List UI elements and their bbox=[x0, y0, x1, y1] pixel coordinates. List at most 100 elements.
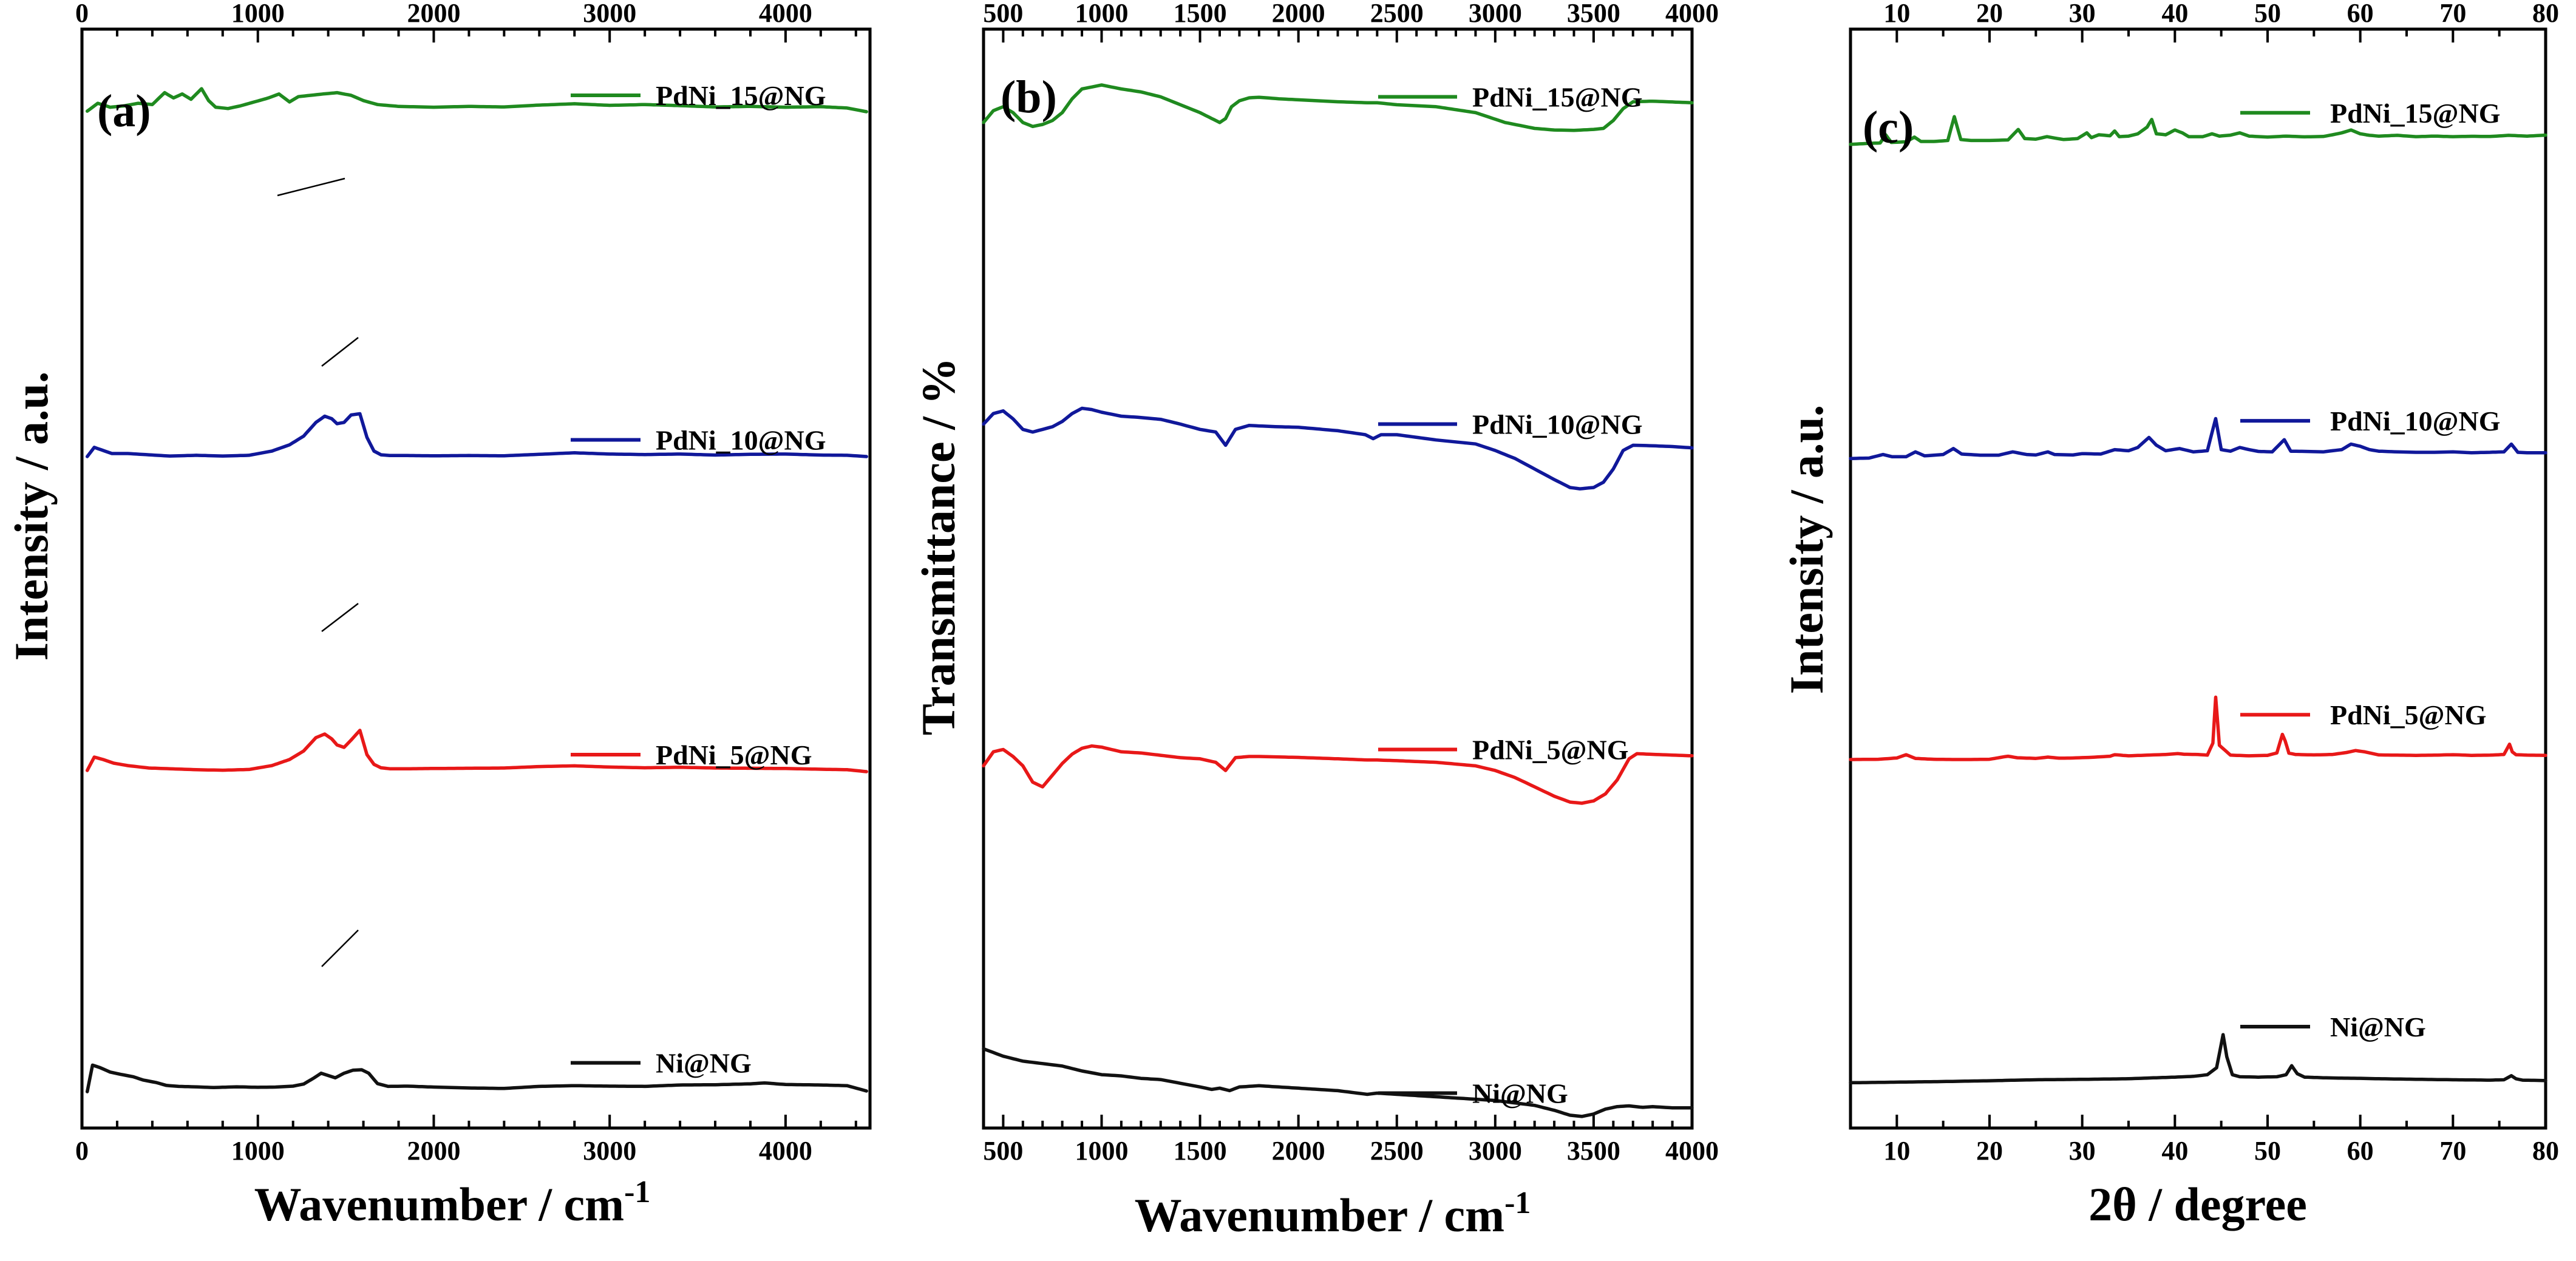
panel-a-peak-mark-5 bbox=[321, 603, 359, 632]
panel-b-bottom-tick-label-500: 500 bbox=[983, 1136, 1023, 1166]
panel-c-bottom-tick-label-30: 30 bbox=[2069, 1136, 2096, 1166]
panel-a-x-axis-title: Wavenumber / cm-1 bbox=[254, 1175, 651, 1231]
panel-c-bottom-tick-label-50: 50 bbox=[2254, 1136, 2281, 1166]
panel-b-legend-label-pdni-5-ng: PdNi_5@NG bbox=[1472, 734, 1628, 765]
panel-c-bottom-axis: 10 20 30 40 50 60 70 80 bbox=[1849, 1115, 2559, 1166]
panel-a-x-axis-title-main: Wavenumber / cm bbox=[254, 1178, 625, 1231]
panel-b-top-tick-label-1000: 1000 bbox=[1075, 0, 1129, 28]
panel-b-top-tick-label-3500: 3500 bbox=[1567, 0, 1620, 28]
panel-a-legend-label-pdni-10-ng: PdNi_10@NG bbox=[656, 425, 826, 456]
panel-b-legend: PdNi_15@NG PdNi_10@NG PdNi_5@NG Ni@NG bbox=[1378, 82, 1642, 1109]
panel-c: 10 20 30 40 50 60 70 80 10 20 30 40 50 60 70 80 PdNi_1… bbox=[1780, 0, 2559, 1231]
panel-c-series-pdni-15-ng bbox=[1849, 115, 2547, 146]
panel-c-top-tick-label-60: 60 bbox=[2347, 0, 2374, 28]
panel-a-frame bbox=[80, 27, 872, 1130]
panel-b-bottom-tick-label-2000: 2000 bbox=[1272, 1136, 1325, 1166]
panel-c-bottom-tick-label-40: 40 bbox=[2161, 1136, 2188, 1166]
panel-b-top-tick-label-500: 500 bbox=[983, 0, 1023, 28]
panel-a-legend-label-pdni-5-ng: PdNi_5@NG bbox=[656, 739, 812, 770]
panel-b-bottom-tick-label-1000: 1000 bbox=[1075, 1136, 1129, 1166]
panel-c-x-axis-title: 2θ / degree bbox=[2088, 1178, 2307, 1231]
panel-b-top-tick-label-2500: 2500 bbox=[1370, 0, 1424, 28]
panel-b: 500 1000 1500 2000 2500 3000 3500 4000 500 1000 1… bbox=[912, 0, 1719, 1242]
panel-a-bottom-axis: 0 1000 2000 3000 4000 bbox=[75, 1115, 857, 1166]
panel-a-label: (a) bbox=[97, 86, 151, 137]
panel-a-series-pdni-5-ng bbox=[85, 729, 868, 773]
panel-b-top-tick-label-2000: 2000 bbox=[1272, 0, 1325, 28]
panel-a-legend-label-pdni-15-ng: PdNi_15@NG bbox=[656, 80, 826, 111]
panel-a-bottom-tick-label-2000: 2000 bbox=[407, 1136, 460, 1166]
panel-a-bottom-tick-label-3000: 3000 bbox=[583, 1136, 636, 1166]
panel-b-legend-label-ni-ng: Ni@NG bbox=[1472, 1078, 1568, 1109]
panel-b-bottom-tick-label-1500: 1500 bbox=[1174, 1136, 1227, 1166]
panel-c-series-ni-ng bbox=[1849, 1033, 2547, 1085]
panel-c-label: (c) bbox=[1863, 102, 1914, 153]
panel-b-bottom-tick-label-3000: 3000 bbox=[1469, 1136, 1522, 1166]
panel-b-bottom-tick-label-4000: 4000 bbox=[1665, 1136, 1719, 1166]
panel-a-peak-mark-10 bbox=[321, 337, 359, 367]
panel-b-top-axis: 500 1000 1500 2000 2500 3000 3500 4000 bbox=[982, 0, 1719, 42]
panel-a-x-axis-title-superscript: -1 bbox=[624, 1175, 650, 1209]
panel-c-frame bbox=[1849, 27, 2547, 1130]
panel-a-series-ni-ng bbox=[85, 1063, 868, 1093]
panel-c-bottom-tick-label-20: 20 bbox=[1976, 1136, 2003, 1166]
panel-c-legend-label-pdni-10-ng: PdNi_10@NG bbox=[2330, 406, 2500, 437]
panel-b-series-pdni-5-ng bbox=[982, 744, 1694, 805]
panel-b-top-tick-label-4000: 4000 bbox=[1665, 0, 1719, 28]
panel-b-top-tick-label-3000: 3000 bbox=[1469, 0, 1522, 28]
panel-c-series-pdni-5-ng bbox=[1849, 695, 2547, 761]
panel-b-bottom-tick-label-2500: 2500 bbox=[1370, 1136, 1424, 1166]
panel-c-series-pdni-10-ng bbox=[1849, 416, 2547, 460]
panel-b-x-axis-title-main: Wavenumber / cm bbox=[1135, 1189, 1505, 1242]
panel-a: 0 1000 2000 3000 4000 0 1000 2000 3000 4000 PdNi… bbox=[5, 0, 872, 1231]
panel-a-series-pdni-10-ng bbox=[85, 412, 868, 458]
panel-a-top-axis: 0 1000 2000 3000 4000 bbox=[75, 0, 857, 42]
panel-a-bottom-tick-label-0: 0 bbox=[75, 1136, 89, 1166]
panel-b-legend-label-pdni-15-ng: PdNi_15@NG bbox=[1472, 82, 1642, 113]
panel-a-peak-mark-ni bbox=[321, 930, 359, 967]
panel-a-top-tick-label-1000: 1000 bbox=[231, 0, 285, 28]
panel-a-legend: PdNi_15@NG PdNi_10@NG PdNi_5@NG Ni@NG bbox=[571, 80, 826, 1079]
panel-a-top-tick-label-0: 0 bbox=[75, 0, 89, 28]
panel-c-legend: PdNi_15@NG PdNi_10@NG PdNi_5@NG Ni@NG bbox=[2240, 98, 2500, 1042]
panel-a-series-pdni-15-ng bbox=[85, 87, 868, 114]
panel-a-top-tick-label-3000: 3000 bbox=[583, 0, 636, 28]
panel-c-top-tick-label-40: 40 bbox=[2161, 0, 2188, 28]
panel-c-bottom-tick-label-10: 10 bbox=[1883, 1136, 1910, 1166]
panel-a-y-axis-title: Intensity / a.u. bbox=[5, 372, 58, 661]
panel-c-bottom-tick-label-70: 70 bbox=[2439, 1136, 2466, 1166]
panel-a-traces bbox=[85, 87, 868, 1093]
panel-a-top-tick-label-2000: 2000 bbox=[407, 0, 460, 28]
panel-b-x-axis-title: Wavenumber / cm-1 bbox=[1135, 1186, 1531, 1242]
panel-c-top-tick-label-80: 80 bbox=[2532, 0, 2559, 28]
panel-a-peak-mark-15 bbox=[277, 177, 345, 197]
panel-c-traces bbox=[1849, 115, 2547, 1085]
panel-a-bottom-tick-label-4000: 4000 bbox=[759, 1136, 812, 1166]
panel-c-legend-label-pdni-15-ng: PdNi_15@NG bbox=[2330, 98, 2500, 129]
panel-b-x-axis-title-superscript: -1 bbox=[1504, 1186, 1531, 1220]
panel-c-top-axis: 10 20 30 40 50 60 70 80 bbox=[1849, 0, 2559, 42]
panel-b-frame bbox=[982, 27, 1694, 1130]
panel-c-legend-label-pdni-5-ng: PdNi_5@NG bbox=[2330, 699, 2486, 730]
panel-b-series-pdni-10-ng bbox=[982, 406, 1694, 491]
panel-c-top-tick-label-70: 70 bbox=[2439, 0, 2466, 28]
panel-a-top-tick-label-4000: 4000 bbox=[759, 0, 812, 28]
panel-c-top-tick-label-20: 20 bbox=[1976, 0, 2003, 28]
panel-b-bottom-axis: 500 1000 1500 2000 2500 3000 3500 4000 bbox=[982, 1115, 1719, 1166]
panel-a-peak-marks bbox=[277, 177, 359, 967]
panel-c-top-tick-label-50: 50 bbox=[2254, 0, 2281, 28]
panel-b-traces bbox=[982, 83, 1694, 1118]
panel-c-legend-label-ni-ng: Ni@NG bbox=[2330, 1011, 2426, 1042]
panel-c-top-tick-label-10: 10 bbox=[1883, 0, 1910, 28]
panel-c-bottom-tick-label-80: 80 bbox=[2532, 1136, 2559, 1166]
panel-b-label: (b) bbox=[1001, 72, 1057, 123]
panel-c-top-tick-label-30: 30 bbox=[2069, 0, 2096, 28]
panel-b-top-tick-label-1500: 1500 bbox=[1174, 0, 1227, 28]
panel-c-y-axis-title: Intensity / a.u. bbox=[1780, 405, 1833, 695]
panel-a-bottom-tick-label-1000: 1000 bbox=[231, 1136, 285, 1166]
panel-b-series-ni-ng bbox=[982, 1047, 1694, 1118]
panel-b-bottom-tick-label-3500: 3500 bbox=[1567, 1136, 1620, 1166]
panel-c-bottom-tick-label-60: 60 bbox=[2347, 1136, 2374, 1166]
panel-b-y-axis-title: Transmittance / % bbox=[912, 358, 965, 735]
